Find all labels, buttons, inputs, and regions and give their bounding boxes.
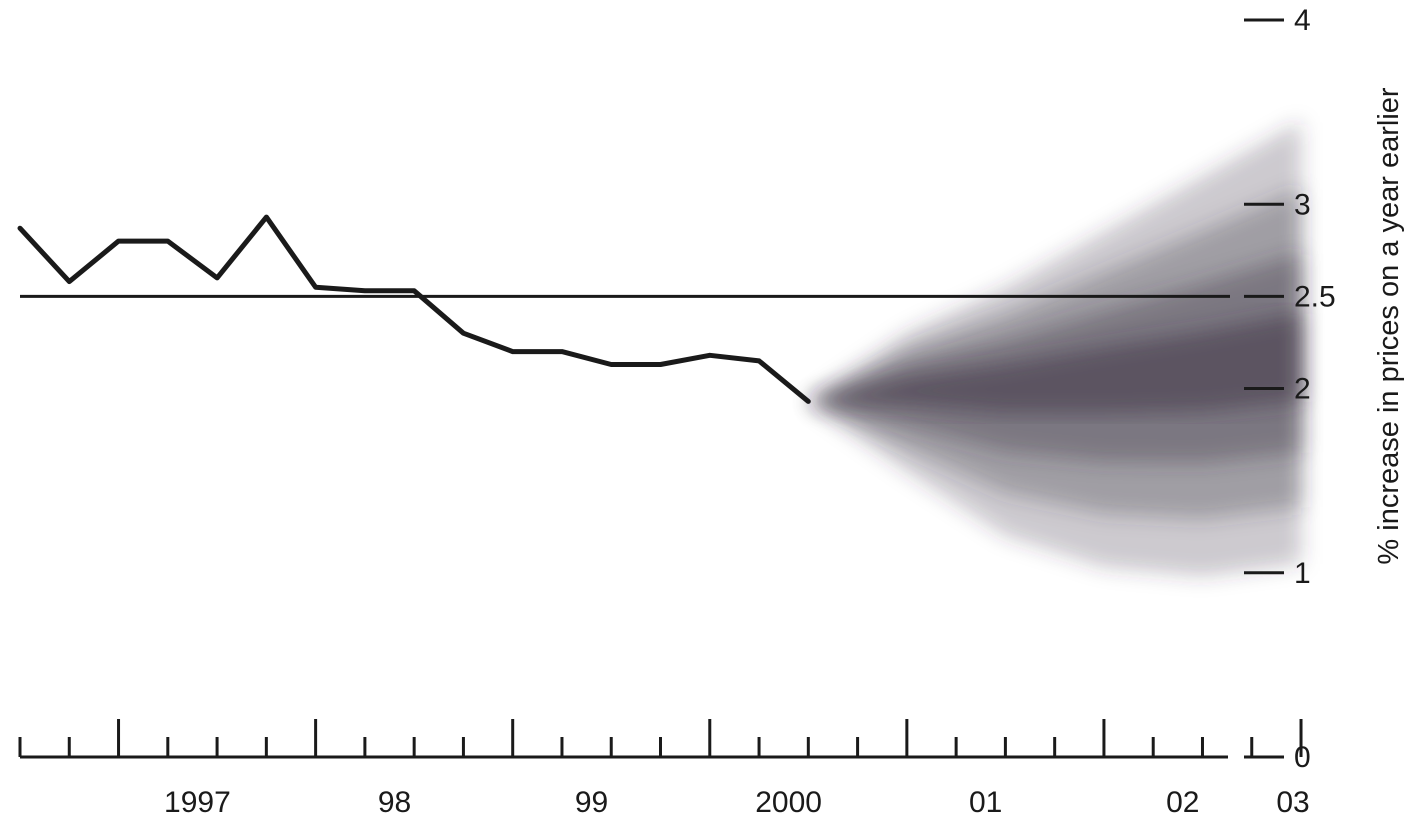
x-tick-label: 99	[575, 786, 608, 816]
y-tick-label: 4	[1294, 4, 1311, 37]
fan-projection	[808, 121, 1301, 577]
x-tick-label: 2000	[755, 786, 822, 816]
y-tick-label: 0	[1294, 741, 1311, 774]
x-tick-label: 02	[1166, 786, 1199, 816]
y-tick-label: 2.5	[1294, 280, 1336, 313]
x-tick-label: 98	[378, 786, 411, 816]
y-axis: 0 1 2 2.5 3 4	[1244, 4, 1336, 774]
x-tick-label: 1997	[164, 786, 231, 816]
y-tick-label: 3	[1294, 188, 1311, 221]
series-group	[17, 214, 811, 404]
series-line-1	[17, 214, 811, 404]
y-tick-label: 2	[1294, 373, 1311, 406]
y-axis-title: % increase in prices on a year earlier	[1373, 87, 1405, 564]
x-tick-label: 03	[1276, 786, 1309, 816]
x-tick-label: 01	[969, 786, 1002, 816]
y-tick-label: 1	[1294, 557, 1311, 590]
x-axis: 1997 98 99 2000 01 02 03	[18, 719, 1310, 816]
fan-band-4	[808, 313, 1301, 414]
